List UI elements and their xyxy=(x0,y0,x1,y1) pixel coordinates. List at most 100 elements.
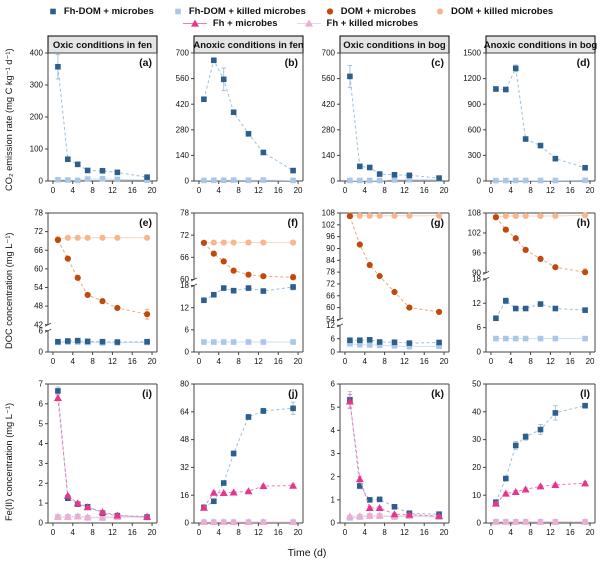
svg-text:4: 4 xyxy=(71,528,76,537)
legend: Fh-DOM + microbes Fh-DOM + killed microbe… xyxy=(0,0,600,34)
svg-text:0: 0 xyxy=(39,348,44,357)
legend-row-2: Fh + microbes Fh + killed microbes xyxy=(182,18,418,29)
svg-text:72: 72 xyxy=(180,231,189,240)
svg-text:(j): (j) xyxy=(288,388,298,400)
svg-text:42: 42 xyxy=(34,320,43,329)
svg-text:20: 20 xyxy=(294,528,303,537)
svg-text:16: 16 xyxy=(566,357,575,366)
svg-text:(i): (i) xyxy=(142,388,152,400)
svg-text:12: 12 xyxy=(254,186,263,195)
legend-item-fhdom_k: Fh-DOM + killed microbes xyxy=(172,6,306,17)
svg-text:8: 8 xyxy=(90,186,95,195)
svg-text:72: 72 xyxy=(34,227,43,236)
svg-text:0: 0 xyxy=(331,177,336,186)
panel-g: 54 60 66 72 78 84 90 96 102 108 0 6 12 0 4 8 12 16 20 (g) xyxy=(322,209,450,366)
legend-marker-fhdom_m-icon xyxy=(50,8,56,14)
svg-text:Oxic conditions in bog: Oxic conditions in bog xyxy=(343,40,446,51)
svg-text:20: 20 xyxy=(472,463,481,472)
svg-text:(a): (a) xyxy=(139,57,152,69)
svg-text:1: 1 xyxy=(331,495,336,504)
legend-item-fh_m: Fh + microbes xyxy=(182,18,278,29)
svg-text:108: 108 xyxy=(468,209,482,218)
svg-text:12: 12 xyxy=(472,299,481,308)
svg-text:0: 0 xyxy=(343,528,348,537)
svg-text:12: 12 xyxy=(326,321,335,330)
svg-text:18: 18 xyxy=(472,274,481,283)
svg-text:700: 700 xyxy=(322,49,336,58)
legend-row-1: Fh-DOM + microbes Fh-DOM + killed microbe… xyxy=(47,6,553,17)
svg-text:20: 20 xyxy=(586,186,595,195)
legend-item-dom_k: DOM + killed microbes xyxy=(434,6,553,17)
svg-text:140: 140 xyxy=(176,151,190,160)
svg-text:8: 8 xyxy=(236,357,241,366)
svg-text:0: 0 xyxy=(343,186,348,195)
svg-text:20: 20 xyxy=(440,186,449,195)
svg-text:0: 0 xyxy=(331,519,336,528)
y-axis-label-co2: CO₂ emission rate (mg C kg⁻¹ d⁻¹) xyxy=(4,48,14,191)
svg-text:300: 300 xyxy=(468,151,482,160)
svg-text:420: 420 xyxy=(176,100,190,109)
svg-text:Anoxic conditions in fen: Anoxic conditions in fen xyxy=(193,40,304,51)
svg-text:8: 8 xyxy=(90,357,95,366)
svg-text:12: 12 xyxy=(400,357,409,366)
svg-text:(f): (f) xyxy=(288,217,299,229)
svg-text:0: 0 xyxy=(51,528,56,537)
panel-f: 60 66 72 78 0 6 12 18 0 4 8 12 16 20 (f) xyxy=(180,209,304,366)
svg-text:12: 12 xyxy=(546,186,555,195)
svg-text:0: 0 xyxy=(185,348,190,357)
svg-text:12: 12 xyxy=(400,186,409,195)
svg-text:4: 4 xyxy=(217,186,222,195)
svg-text:12: 12 xyxy=(108,186,117,195)
svg-text:(l): (l) xyxy=(580,388,590,400)
svg-text:0: 0 xyxy=(489,357,494,366)
svg-text:8: 8 xyxy=(528,357,533,366)
legend-label-dom_m: DOM + microbes xyxy=(340,5,416,17)
svg-text:1: 1 xyxy=(39,499,44,508)
svg-text:78: 78 xyxy=(326,268,335,277)
svg-text:0: 0 xyxy=(185,519,190,528)
legend-label-dom_k: DOM + killed microbes xyxy=(451,5,554,17)
svg-text:4: 4 xyxy=(71,186,76,195)
svg-text:4: 4 xyxy=(509,528,514,537)
svg-text:(e): (e) xyxy=(139,217,152,229)
svg-text:8: 8 xyxy=(382,528,387,537)
svg-text:0: 0 xyxy=(51,357,56,366)
svg-text:3: 3 xyxy=(331,449,336,458)
legend-item-dom_m: DOM + microbes xyxy=(324,6,416,17)
svg-text:20: 20 xyxy=(294,186,303,195)
svg-text:48: 48 xyxy=(34,302,43,311)
svg-text:66: 66 xyxy=(326,291,335,300)
svg-text:8: 8 xyxy=(382,357,387,366)
x-axis-label: Time (d) xyxy=(287,547,327,559)
svg-text:4: 4 xyxy=(363,528,368,537)
svg-text:66: 66 xyxy=(180,253,189,262)
svg-text:50: 50 xyxy=(472,380,481,389)
svg-text:90: 90 xyxy=(326,244,335,253)
svg-text:84: 84 xyxy=(326,256,335,265)
svg-text:16: 16 xyxy=(180,491,189,500)
svg-text:0: 0 xyxy=(185,177,190,186)
svg-text:12: 12 xyxy=(254,357,263,366)
svg-text:0: 0 xyxy=(39,177,44,186)
svg-text:1500: 1500 xyxy=(463,49,481,58)
svg-text:102: 102 xyxy=(322,220,336,229)
svg-text:12: 12 xyxy=(546,528,555,537)
svg-text:4: 4 xyxy=(217,528,222,537)
svg-text:700: 700 xyxy=(176,49,190,58)
legend-marker-dom_k-icon xyxy=(436,7,444,15)
panel-l: 0 10 20 30 40 50 0 4 8 12 16 20 (l) xyxy=(472,380,596,537)
svg-text:72: 72 xyxy=(326,280,335,289)
svg-text:(h): (h) xyxy=(577,217,590,229)
svg-text:400: 400 xyxy=(30,49,44,58)
svg-text:16: 16 xyxy=(274,357,283,366)
svg-text:0: 0 xyxy=(477,519,482,528)
svg-text:16: 16 xyxy=(274,186,283,195)
svg-text:100: 100 xyxy=(30,145,44,154)
svg-text:60: 60 xyxy=(34,264,43,273)
svg-text:8: 8 xyxy=(382,186,387,195)
svg-text:78: 78 xyxy=(34,209,43,218)
svg-text:20: 20 xyxy=(440,528,449,537)
svg-text:12: 12 xyxy=(546,357,555,366)
